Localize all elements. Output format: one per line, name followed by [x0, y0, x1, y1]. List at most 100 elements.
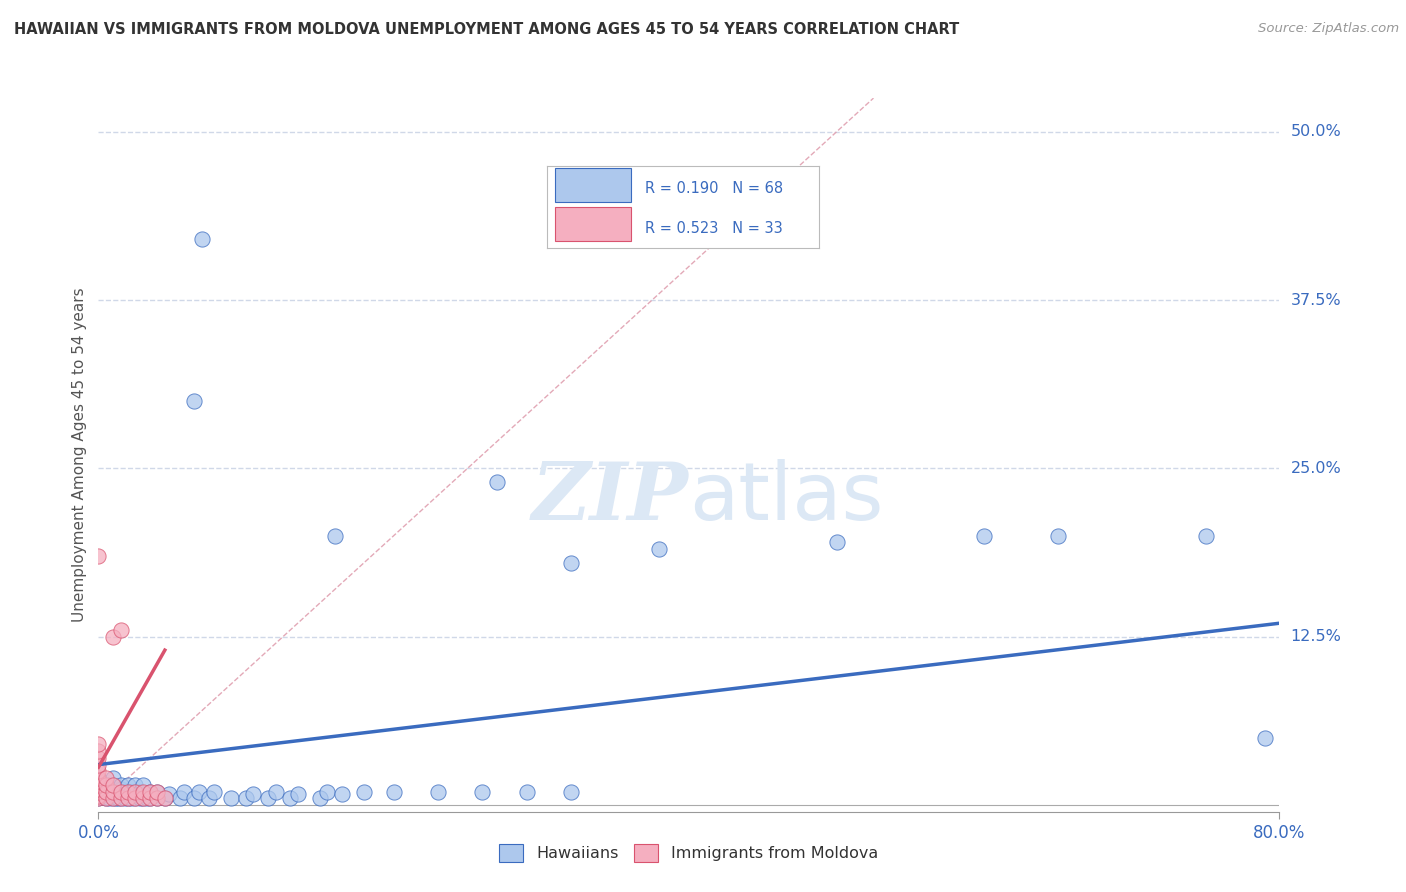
Point — [183, 791, 205, 805]
Point — [146, 784, 169, 798]
Point — [87, 764, 110, 779]
Point — [110, 791, 132, 805]
Point — [103, 784, 125, 798]
Point — [136, 791, 159, 805]
Point — [242, 787, 264, 801]
Point — [87, 751, 110, 765]
Point — [103, 778, 125, 792]
Text: R = 0.190   N = 68: R = 0.190 N = 68 — [645, 181, 783, 196]
Point — [139, 784, 162, 798]
Point — [124, 778, 146, 792]
Text: 25.0%: 25.0% — [1291, 461, 1341, 476]
Point — [169, 791, 191, 805]
Point — [187, 784, 209, 798]
Point — [87, 771, 110, 785]
Point — [153, 791, 176, 805]
Point — [427, 784, 450, 798]
Point — [105, 784, 128, 798]
Point — [264, 784, 287, 798]
Point — [132, 791, 155, 805]
Point — [235, 791, 257, 805]
Point — [97, 791, 120, 805]
Point — [973, 529, 995, 543]
Point — [87, 771, 110, 785]
Point — [471, 784, 494, 798]
Point — [110, 787, 132, 801]
Point — [87, 784, 110, 798]
Point — [103, 791, 125, 805]
Point — [110, 623, 132, 637]
Point — [117, 784, 139, 798]
Point — [87, 787, 110, 801]
Point — [103, 784, 125, 798]
Text: ZIP: ZIP — [531, 459, 689, 536]
Point — [110, 778, 132, 792]
Point — [128, 791, 150, 805]
Text: Source: ZipAtlas.com: Source: ZipAtlas.com — [1258, 22, 1399, 36]
Point — [198, 791, 221, 805]
Point — [97, 778, 120, 792]
Point — [87, 778, 110, 792]
Point — [382, 784, 405, 798]
Point — [124, 784, 146, 798]
Point — [1046, 529, 1069, 543]
Point — [87, 757, 110, 772]
Point — [110, 784, 132, 798]
Point — [257, 791, 280, 805]
Point — [117, 784, 139, 798]
Text: 37.5%: 37.5% — [1291, 293, 1341, 308]
Point — [87, 773, 110, 788]
Point — [287, 787, 309, 801]
Point — [94, 778, 117, 792]
Point — [120, 784, 142, 798]
FancyBboxPatch shape — [555, 168, 631, 202]
Point — [146, 791, 169, 805]
Point — [323, 529, 346, 543]
Point — [87, 549, 110, 563]
Point — [515, 784, 537, 798]
Point — [219, 791, 242, 805]
Point — [132, 787, 155, 801]
Point — [94, 791, 117, 805]
Text: 12.5%: 12.5% — [1291, 629, 1341, 644]
Point — [87, 789, 110, 803]
Point — [1195, 529, 1218, 543]
Point — [316, 784, 339, 798]
Point — [132, 791, 155, 805]
Point — [87, 738, 110, 752]
Point — [103, 787, 125, 801]
Point — [202, 784, 225, 798]
Point — [183, 394, 205, 409]
Point — [87, 781, 110, 796]
Point — [87, 791, 110, 805]
Point — [87, 744, 110, 758]
Point — [124, 784, 146, 798]
Point — [120, 791, 142, 805]
Text: HAWAIIAN VS IMMIGRANTS FROM MOLDOVA UNEMPLOYMENT AMONG AGES 45 TO 54 YEARS CORRE: HAWAIIAN VS IMMIGRANTS FROM MOLDOVA UNEM… — [14, 22, 959, 37]
Point — [132, 778, 155, 792]
Point — [110, 781, 132, 796]
Point — [87, 791, 110, 805]
Point — [87, 781, 110, 796]
Point — [191, 232, 214, 246]
Text: R = 0.523   N = 33: R = 0.523 N = 33 — [645, 221, 783, 235]
Point — [97, 784, 120, 798]
Point — [153, 791, 176, 805]
Point — [173, 784, 195, 798]
Point — [486, 475, 509, 489]
Point — [107, 791, 129, 805]
Point — [278, 791, 302, 805]
Point — [117, 791, 139, 805]
Point — [124, 791, 146, 805]
Point — [103, 630, 125, 644]
Point — [94, 784, 117, 798]
Point — [330, 787, 353, 801]
Point — [117, 778, 139, 792]
Point — [114, 791, 136, 805]
Point — [110, 784, 132, 798]
Point — [117, 791, 139, 805]
Point — [157, 787, 180, 801]
Point — [648, 542, 671, 557]
Point — [139, 791, 162, 805]
Point — [103, 791, 125, 805]
